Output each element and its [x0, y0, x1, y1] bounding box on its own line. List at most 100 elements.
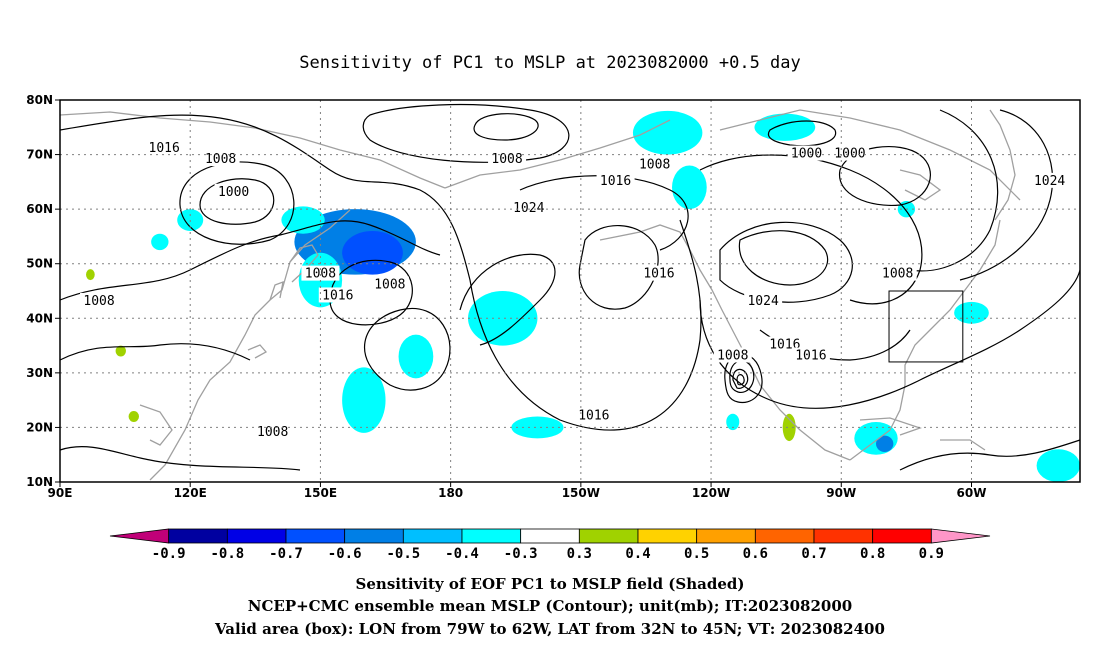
- shaded-region: [726, 413, 740, 431]
- latitude-label: 10N: [26, 475, 53, 489]
- colorbar-segment: [285, 528, 346, 544]
- contour-label: 1008: [83, 294, 114, 309]
- shaded-region: [782, 413, 796, 442]
- contour-label: 1008: [717, 348, 748, 363]
- colorbar-label: -0.4: [445, 546, 479, 562]
- contour-label: 1008: [257, 425, 288, 440]
- colorbar-label: -0.6: [328, 546, 362, 562]
- latitude-label: 40N: [26, 311, 53, 325]
- latitude-label: 80N: [26, 93, 53, 107]
- contour-label-background: [639, 265, 678, 281]
- colorbar-label: -0.3: [504, 546, 538, 562]
- contour-label: 1016: [600, 174, 631, 189]
- shaded-region: [86, 269, 95, 281]
- map-frame: [59, 99, 1081, 483]
- contour-label-background: [596, 172, 635, 188]
- contour-label: 1008: [882, 267, 913, 282]
- colorbar-label: -0.8: [210, 546, 244, 562]
- contour-label-background: [370, 276, 409, 292]
- contour-label: 1016: [578, 409, 609, 424]
- colorbar-segment: [578, 528, 639, 544]
- contour-label: 1008: [374, 278, 405, 293]
- colorbar-label: 0.9: [919, 546, 944, 562]
- latitude-label: 20N: [26, 420, 53, 434]
- shaded-region: [128, 411, 139, 422]
- shaded-region: [672, 165, 707, 210]
- contour-label: 1024: [747, 294, 778, 309]
- colorbar-label: 0.5: [684, 546, 709, 562]
- caption-line-2: NCEP+CMC ensemble mean MSLP (Contour); u…: [248, 597, 853, 615]
- shaded-region: [754, 113, 816, 141]
- colorbar-label: 0.7: [801, 546, 826, 562]
- contour-label-background: [878, 265, 917, 281]
- colorbar: [109, 528, 991, 544]
- colorbar-segment: [813, 528, 874, 544]
- longitude-tick-labels: 90E 120E 150E 180 150W 120W 90W 60W: [48, 482, 987, 500]
- colorbar-segment: [344, 528, 404, 544]
- contour-label-background: [791, 347, 830, 363]
- contour-label-background: [214, 183, 253, 199]
- longitude-label: 150E: [304, 486, 337, 500]
- latitude-label: 60N: [26, 202, 53, 216]
- contour-label-background: [787, 145, 826, 161]
- gridlines: [60, 100, 1080, 482]
- contour-labels: 1016 1008 1000 1008 1008 1016 1008 1008 1008 1016…: [80, 140, 1069, 440]
- contour-label: 1000: [834, 147, 865, 162]
- contour-label: 1008: [205, 152, 236, 167]
- colorbar-segment: [168, 528, 228, 544]
- longitude-label: 180: [438, 486, 463, 500]
- contour-label-background: [713, 347, 752, 363]
- colorbar-segment: [872, 528, 932, 544]
- shaded-region: [468, 291, 538, 346]
- contour-label-background: [830, 145, 869, 161]
- colorbar-label: 0.8: [860, 546, 885, 562]
- longitude-label: 60W: [957, 486, 987, 500]
- shaded-region: [281, 206, 325, 234]
- colorbar-segment: [637, 528, 698, 544]
- contour-label-background: [509, 200, 548, 216]
- latitude-label: 50N: [26, 257, 53, 271]
- latitude-label: 30N: [26, 366, 53, 380]
- figure-title: Sensitivity of PC1 to MSLP at 2023082000…: [299, 53, 801, 73]
- contour-label: 1016: [643, 267, 674, 282]
- shaded-region: [511, 416, 564, 439]
- shaded-region: [342, 367, 386, 433]
- valid-area-box: [888, 290, 964, 363]
- colorbar-label: 0.6: [743, 546, 768, 562]
- longitude-label: 150W: [562, 486, 600, 500]
- coastlines: [59, 109, 1021, 481]
- contour-label: 1008: [491, 152, 522, 167]
- contour-label-background: [318, 287, 357, 303]
- caption-line-1: Sensitivity of EOF PC1 to MSLP field (Sh…: [356, 575, 745, 593]
- contour-label-background: [80, 292, 119, 308]
- shaded-region: [876, 435, 894, 452]
- colorbar-segment: [930, 528, 991, 544]
- contour-label: 1016: [149, 141, 180, 156]
- shaded-region: [1036, 449, 1080, 482]
- contour-label-background: [574, 407, 613, 423]
- longitude-label: 120E: [174, 486, 207, 500]
- contour-label: 1016: [795, 348, 826, 363]
- colorbar-segment: [226, 528, 287, 544]
- colorbar-tick-labels: -0.9 -0.8 -0.7 -0.6 -0.5 -0.4 -0.3 0.3 0.4 0.5 0.6…: [152, 546, 944, 562]
- colorbar-label: 0.4: [625, 546, 650, 562]
- colorbar-label: -0.5: [386, 546, 420, 562]
- colorbar-label: 0.3: [567, 546, 592, 562]
- contour-label: 1000: [218, 185, 249, 200]
- longitude-label: 90W: [826, 486, 856, 500]
- colorbar-segment: [696, 528, 756, 544]
- contour-label: 1024: [1034, 174, 1065, 189]
- colorbar-segment: [754, 528, 815, 544]
- mslp-contours: [59, 103, 1081, 471]
- colorbar-segment: [520, 528, 580, 544]
- contour-label-background: [1030, 172, 1069, 188]
- colorbar-label: -0.9: [152, 546, 186, 562]
- contour-label: 1008: [639, 157, 670, 172]
- shaded-region: [115, 345, 126, 357]
- colorbar-segment: [109, 528, 170, 544]
- shaded-region: [342, 230, 403, 275]
- contour-label-background: [145, 140, 184, 156]
- latitude-label: 70N: [26, 148, 53, 162]
- latitude-tick-labels: 80N 70N 60N 50N 40N 30N 20N 10N: [26, 93, 60, 489]
